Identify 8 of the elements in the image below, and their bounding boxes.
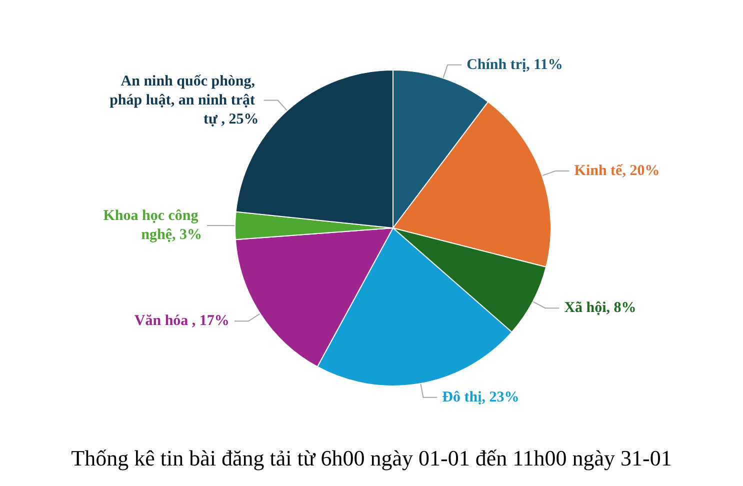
text: Thống kê tin bài đăng tải từ 6h00 ngày 01-01 đến 11h00 ngày 31-01 (71, 446, 672, 470)
slice-label: Kinh tế, 20% (574, 163, 660, 180)
slice-label: Chính trị, 11% (466, 56, 563, 73)
slice-label: Xã hội, 8% (564, 300, 636, 316)
slice-label: An ninh quốc phòng, pháp luật, an ninh trật tự , 25% (110, 73, 259, 128)
slice-label: Khoa học công nghệ, 3% (103, 208, 202, 243)
slice-label: Văn hóa , 17% (134, 313, 230, 330)
slice-label: Đô thị, 23% (442, 389, 520, 406)
